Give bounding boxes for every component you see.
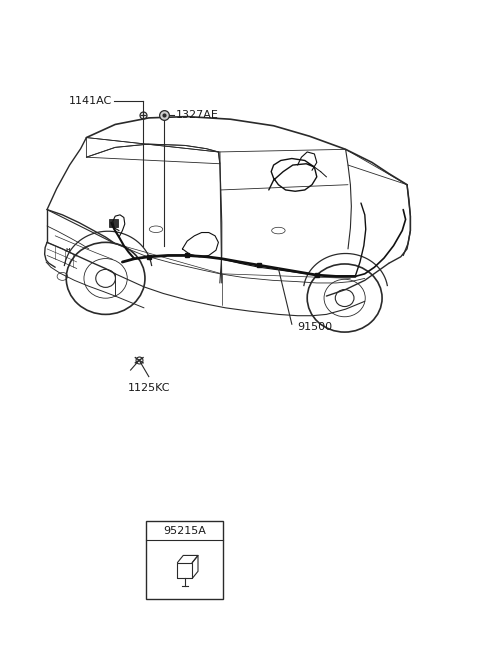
Bar xyxy=(146,521,223,599)
Text: H: H xyxy=(66,248,71,253)
Bar xyxy=(109,219,118,227)
Text: 1125KC: 1125KC xyxy=(128,383,170,393)
Text: 1327AE: 1327AE xyxy=(176,110,219,121)
Text: 91500: 91500 xyxy=(298,322,333,333)
Text: 95215A: 95215A xyxy=(163,525,206,536)
Text: 1141AC: 1141AC xyxy=(69,96,112,106)
